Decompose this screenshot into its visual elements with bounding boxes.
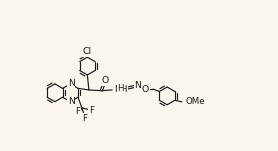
Text: Cl: Cl (83, 47, 92, 56)
Text: NH: NH (115, 85, 128, 94)
Text: N: N (134, 81, 141, 90)
Text: F: F (83, 114, 88, 122)
Text: N: N (68, 79, 75, 88)
Text: H: H (117, 84, 124, 93)
Text: O: O (142, 85, 149, 94)
Text: OMe: OMe (186, 97, 205, 106)
Text: F: F (89, 106, 94, 115)
Text: O: O (101, 76, 109, 85)
Text: N: N (68, 97, 75, 106)
Text: F: F (76, 107, 81, 116)
